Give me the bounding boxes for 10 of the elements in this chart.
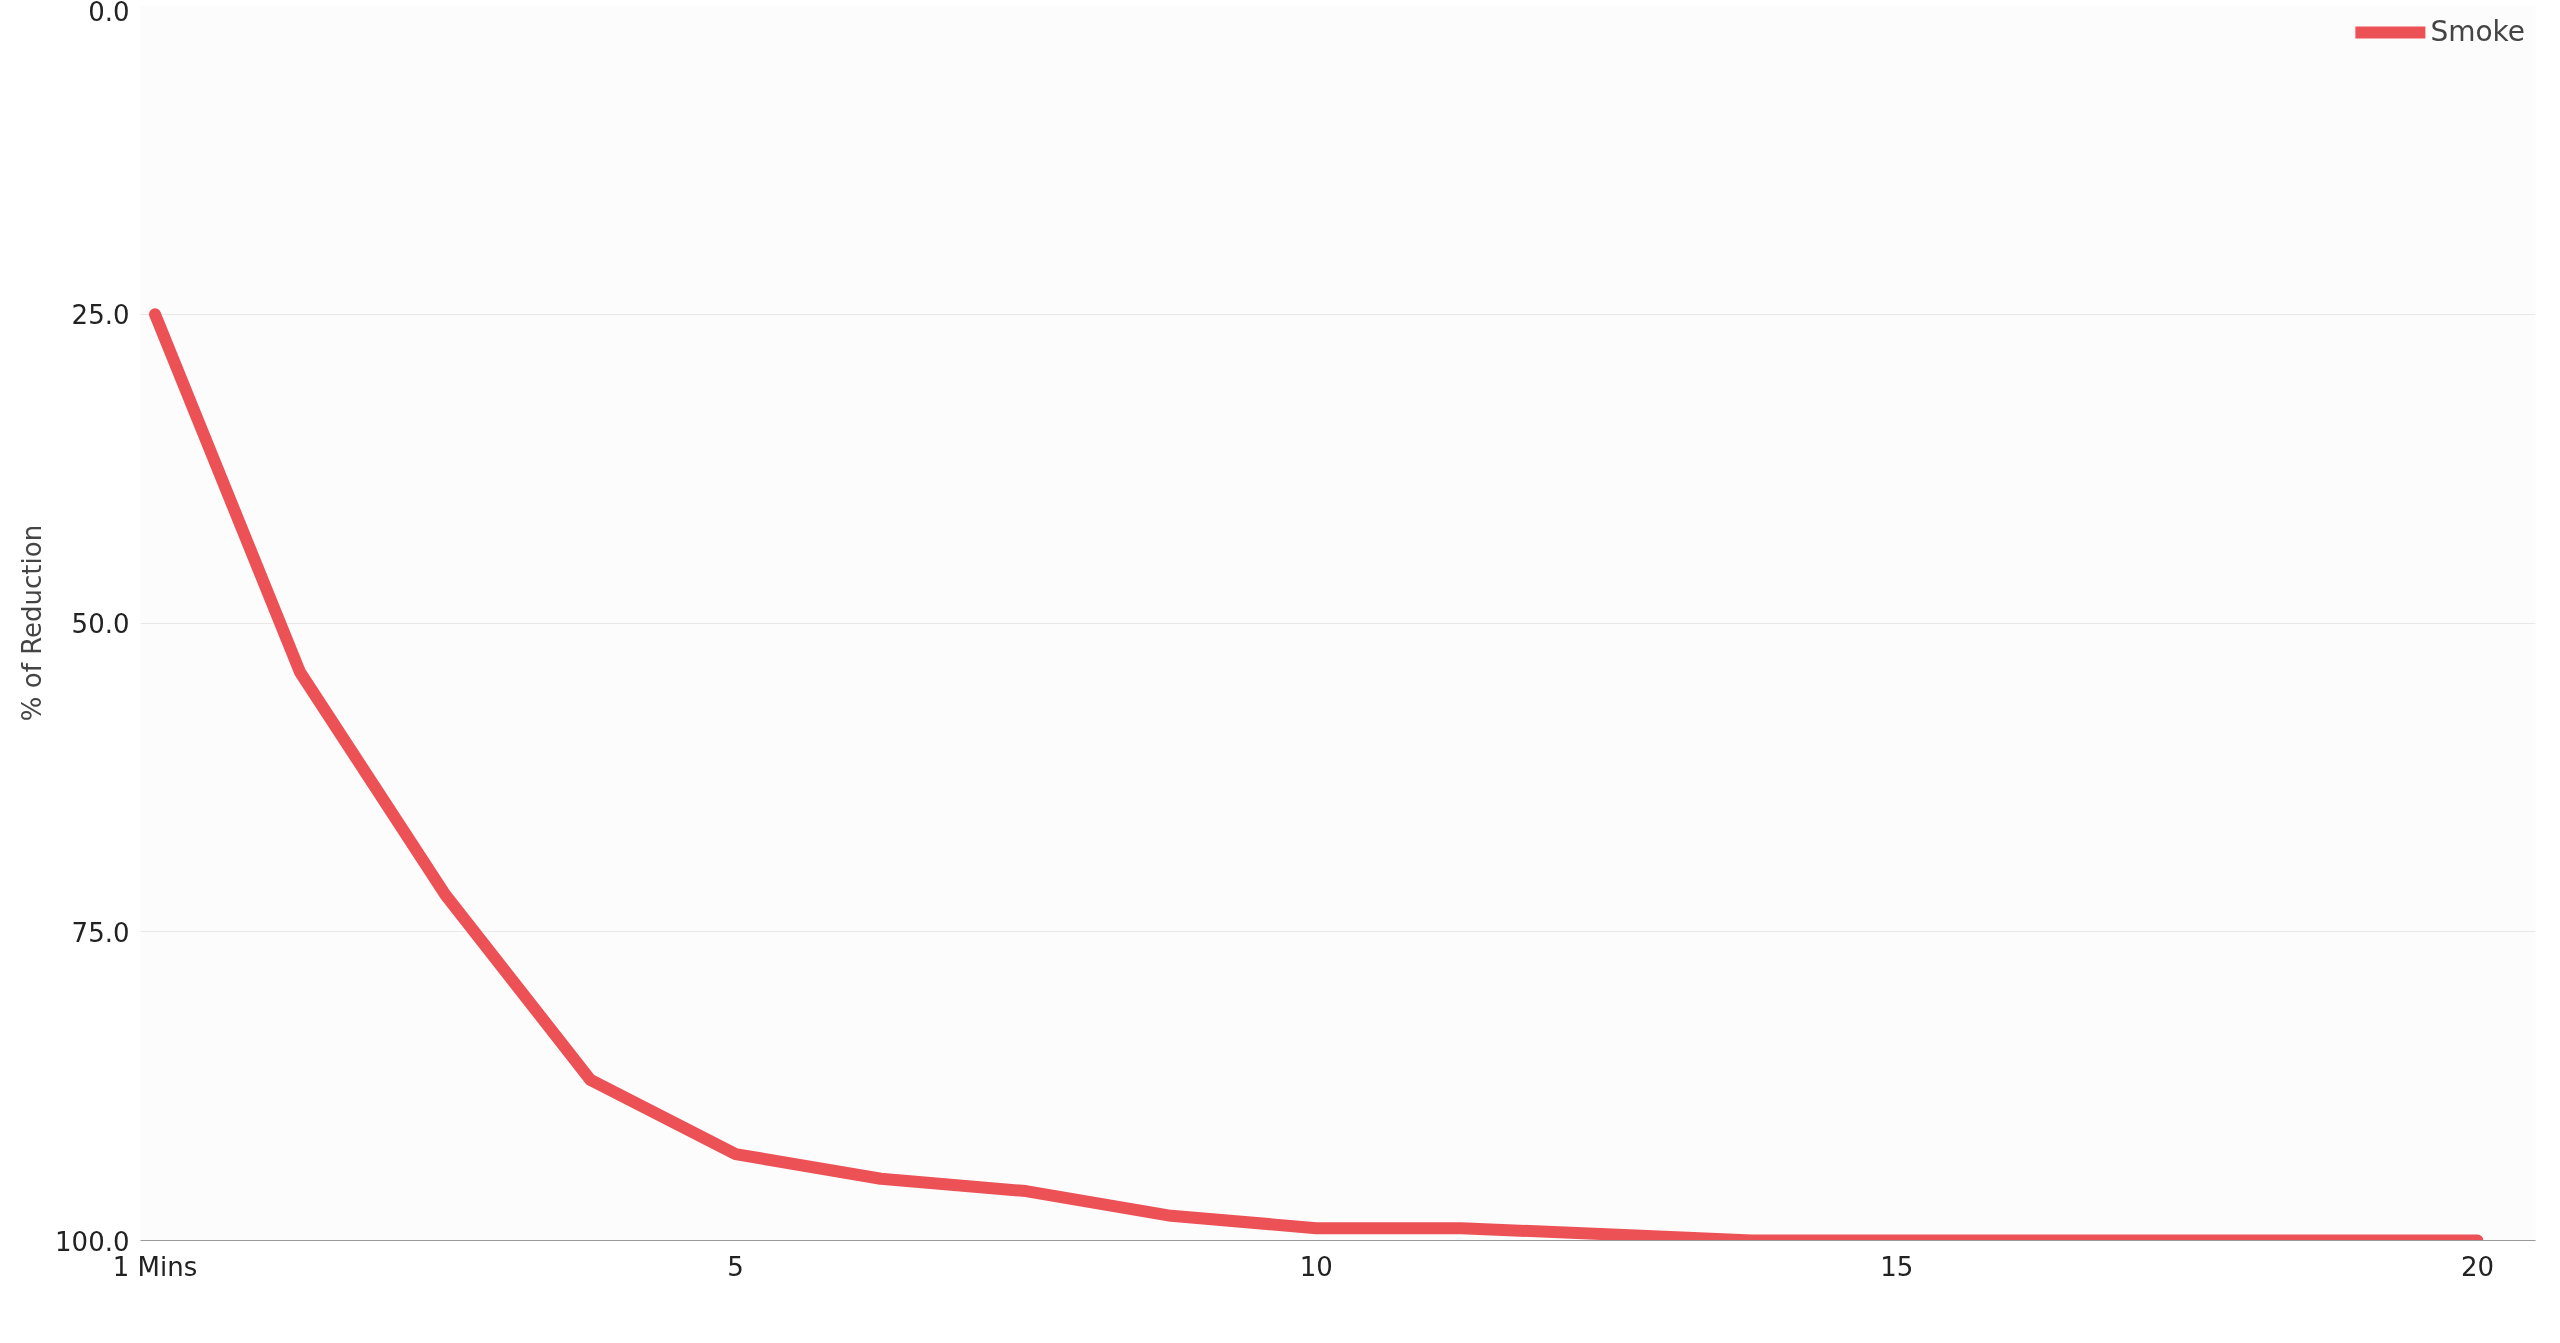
legend-label: Smoke [2430, 15, 2525, 48]
x-tick-label: 5 [727, 1251, 744, 1282]
x-tick-label: 20 [2460, 1251, 2494, 1282]
y-tick-label: 25.0 [71, 300, 130, 331]
y-tick-label: 0.0 [88, 0, 130, 27]
x-tick-label: 15 [1880, 1251, 1914, 1282]
x-tick-label: 10 [1299, 1251, 1333, 1282]
y-axis-title: % of Reduction [17, 524, 48, 722]
y-tick-label: 75.0 [71, 917, 130, 948]
y-tick-label: 50.0 [71, 609, 130, 639]
